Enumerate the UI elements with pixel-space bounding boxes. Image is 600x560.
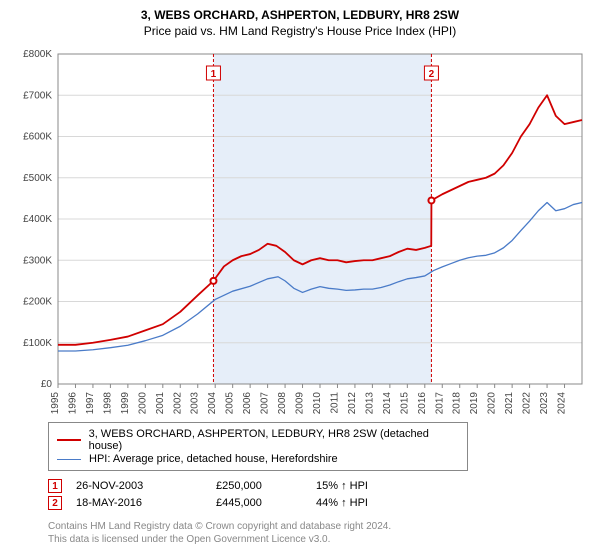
svg-text:2001: 2001 — [155, 392, 166, 415]
svg-text:2019: 2019 — [469, 392, 480, 415]
svg-text:2021: 2021 — [504, 392, 515, 415]
chart-container: £0 £100K £200K £300K £400K £500K £600K £700K £80… — [10, 46, 590, 416]
table-row: 2 18-MAY-2016 £445,000 44% ↑ HPI — [48, 496, 590, 510]
trans-price: £445,000 — [216, 497, 316, 509]
svg-text:£600K: £600K — [23, 132, 52, 143]
transactions-table: 1 26-NOV-2003 £250,000 15% ↑ HPI 2 18-MA… — [48, 479, 590, 510]
svg-text:1: 1 — [211, 69, 217, 80]
svg-text:£700K: £700K — [23, 90, 52, 101]
legend-row-hpi: HPI: Average price, detached house, Here… — [57, 453, 459, 465]
svg-text:2023: 2023 — [539, 392, 550, 415]
svg-text:1998: 1998 — [102, 392, 113, 415]
trans-date: 18-MAY-2016 — [76, 497, 216, 509]
trans-pct: 15% ↑ HPI — [316, 480, 416, 492]
svg-text:2010: 2010 — [312, 392, 323, 415]
svg-text:2: 2 — [429, 69, 435, 80]
legend-label-hpi: HPI: Average price, detached house, Here… — [89, 453, 338, 465]
legend-swatch-blue — [57, 459, 81, 460]
svg-text:2000: 2000 — [137, 392, 148, 415]
footer-line2: This data is licensed under the Open Gov… — [48, 533, 590, 546]
price-chart: £0 £100K £200K £300K £400K £500K £600K £700K £80… — [10, 46, 590, 416]
svg-text:£800K: £800K — [23, 49, 52, 60]
legend-row-property: 3, WEBS ORCHARD, ASHPERTON, LEDBURY, HR8… — [57, 428, 459, 452]
footer-line1: Contains HM Land Registry data © Crown c… — [48, 520, 590, 533]
title-line1: 3, WEBS ORCHARD, ASHPERTON, LEDBURY, HR8… — [10, 8, 590, 22]
legend-swatch-red — [57, 439, 81, 441]
svg-text:2008: 2008 — [277, 392, 288, 415]
svg-text:2011: 2011 — [329, 392, 340, 414]
svg-text:1996: 1996 — [67, 392, 78, 415]
svg-text:2018: 2018 — [452, 392, 463, 415]
svg-text:2022: 2022 — [522, 392, 533, 415]
svg-text:£100K: £100K — [23, 338, 52, 349]
svg-text:1997: 1997 — [85, 392, 96, 415]
svg-text:2002: 2002 — [172, 392, 183, 415]
legend: 3, WEBS ORCHARD, ASHPERTON, LEDBURY, HR8… — [48, 422, 468, 471]
legend-label-property: 3, WEBS ORCHARD, ASHPERTON, LEDBURY, HR8… — [89, 428, 459, 452]
footer-attribution: Contains HM Land Registry data © Crown c… — [48, 520, 590, 546]
svg-text:£400K: £400K — [23, 214, 52, 225]
trans-date: 26-NOV-2003 — [76, 480, 216, 492]
svg-text:2020: 2020 — [487, 392, 498, 415]
chart-titles: 3, WEBS ORCHARD, ASHPERTON, LEDBURY, HR8… — [10, 8, 590, 38]
table-row: 1 26-NOV-2003 £250,000 15% ↑ HPI — [48, 479, 590, 493]
svg-text:2004: 2004 — [207, 392, 218, 415]
svg-text:2012: 2012 — [347, 392, 358, 415]
svg-text:£0: £0 — [41, 379, 53, 390]
svg-text:2007: 2007 — [260, 392, 271, 415]
trans-price: £250,000 — [216, 480, 316, 492]
svg-text:2003: 2003 — [190, 392, 201, 415]
svg-text:2015: 2015 — [399, 392, 410, 415]
marker-2: 2 — [48, 496, 62, 510]
svg-text:2017: 2017 — [434, 392, 445, 415]
title-line2: Price paid vs. HM Land Registry's House … — [10, 24, 590, 38]
marker-1: 1 — [48, 479, 62, 493]
svg-text:2005: 2005 — [225, 392, 236, 415]
svg-text:1999: 1999 — [120, 392, 131, 415]
svg-text:£500K: £500K — [23, 173, 52, 184]
svg-text:£300K: £300K — [23, 255, 52, 266]
svg-text:2016: 2016 — [417, 392, 428, 415]
trans-pct: 44% ↑ HPI — [316, 497, 416, 509]
svg-text:2009: 2009 — [295, 392, 306, 415]
svg-text:2024: 2024 — [557, 392, 568, 415]
svg-text:2006: 2006 — [242, 392, 253, 415]
svg-text:£200K: £200K — [23, 297, 52, 308]
svg-text:2014: 2014 — [382, 392, 393, 415]
svg-text:2013: 2013 — [364, 392, 375, 415]
svg-text:1995: 1995 — [50, 392, 61, 415]
